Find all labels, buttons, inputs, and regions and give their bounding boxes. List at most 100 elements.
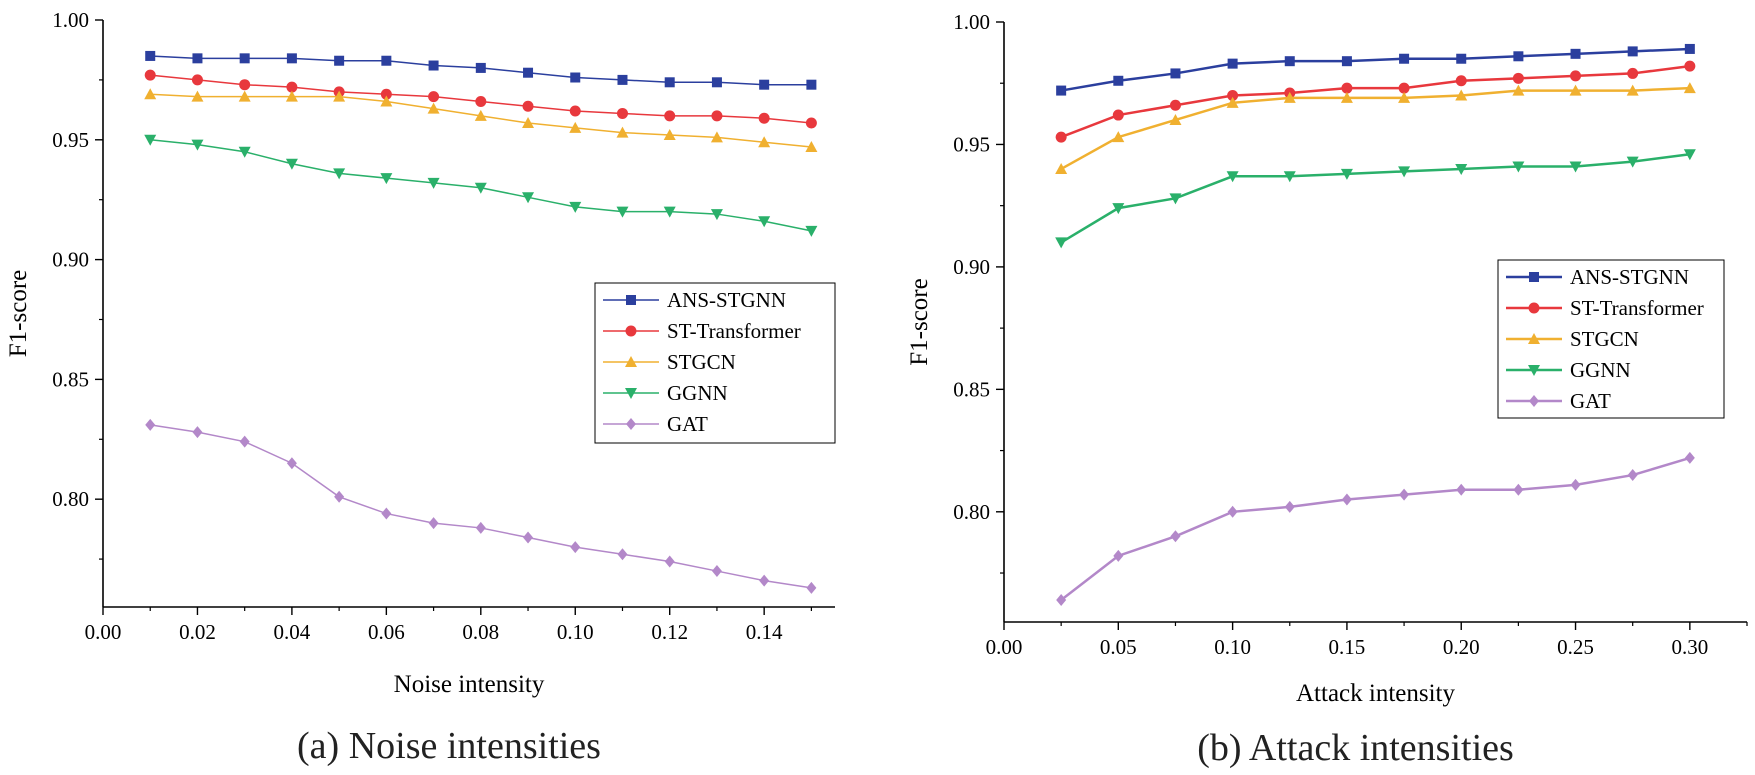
attack-legend: ANS-STGNN ST-Transformer STGCN GGNN GAT	[1497, 259, 1725, 419]
data-point-st-transformer	[616, 107, 628, 119]
data-point-ans-stgnn	[806, 79, 817, 90]
series-ans-stgnn	[145, 50, 817, 90]
data-point-stgcn	[758, 136, 771, 148]
data-point-st-transformer	[428, 91, 440, 103]
data-point-stgcn	[333, 90, 346, 102]
data-point-stgcn	[474, 109, 487, 121]
data-point-ggnn	[1226, 171, 1239, 183]
data-point-gat	[711, 565, 722, 578]
data-point-st-transformer	[1398, 82, 1410, 94]
data-point-ans-stgnn	[1341, 56, 1352, 67]
data-point-ggnn	[1169, 193, 1182, 205]
legend-label-stgcn: STGCN	[1570, 327, 1639, 351]
legend-marker-gat	[626, 418, 636, 430]
data-point-stgcn	[1569, 84, 1582, 96]
data-point-ggnn	[1398, 166, 1411, 178]
data-point-stgcn	[1455, 89, 1468, 101]
data-point-ans-stgnn	[523, 67, 534, 78]
attack-x-tick-label: 0.10	[1214, 635, 1251, 659]
series-gat	[1056, 451, 1695, 606]
data-point-st-transformer	[522, 100, 534, 112]
noise-y-tick-label: 0.95	[52, 128, 89, 152]
noise-caption: (a) Noise intensities	[297, 725, 601, 767]
data-point-gat	[381, 507, 392, 520]
data-point-stgcn	[1283, 91, 1296, 103]
legend-label-gat: GAT	[667, 412, 708, 436]
data-point-ggnn	[1569, 161, 1582, 173]
legend-marker-stgcn	[1528, 333, 1540, 344]
data-point-stgcn	[1626, 84, 1639, 96]
data-point-stgcn	[427, 102, 440, 114]
series-line-ggnn	[1060, 153, 1691, 244]
attack-x-tick-label: 0.30	[1671, 635, 1708, 659]
data-point-ggnn	[474, 182, 487, 194]
data-point-st-transformer	[805, 117, 817, 129]
data-point-gat	[523, 531, 534, 544]
data-point-st-transformer	[286, 81, 298, 93]
legend-label-st-transformer: ST-Transformer	[1570, 296, 1704, 320]
data-point-gat	[806, 581, 817, 594]
data-point-ans-stgnn	[334, 55, 345, 66]
data-point-stgcn	[380, 95, 393, 107]
data-point-ggnn	[1112, 203, 1125, 215]
attack-y-tick-label: 1.00	[953, 10, 990, 34]
data-point-gat	[475, 521, 486, 534]
data-point-ans-stgnn	[664, 77, 675, 88]
data-point-ans-stgnn	[1513, 51, 1524, 62]
noise-x-tick-label: 0.02	[179, 620, 216, 644]
series-ggnn	[144, 134, 818, 237]
data-point-st-transformer	[711, 110, 723, 122]
data-point-st-transformer	[569, 105, 581, 117]
data-point-stgcn	[1512, 84, 1525, 96]
attack-x-axis-title: Attack intensity	[1296, 680, 1455, 707]
data-point-ggnn	[1283, 171, 1296, 183]
noise-y-tick-label: 1.00	[52, 8, 89, 32]
data-point-ggnn	[285, 158, 298, 170]
data-point-ggnn	[758, 216, 771, 228]
data-point-st-transformer	[1227, 89, 1239, 101]
attack-y-tick-label: 0.95	[953, 132, 990, 156]
series-line-stgcn	[1060, 86, 1690, 171]
data-point-gat	[1627, 469, 1638, 482]
data-point-ggnn	[427, 177, 440, 189]
attack-x-tick-label: 0.20	[1443, 635, 1480, 659]
data-point-ggnn	[191, 139, 204, 151]
series-ans-stgnn	[1056, 43, 1695, 96]
legend-marker-gat	[1529, 395, 1539, 407]
legend-marker-st-transformer	[1528, 302, 1540, 314]
noise-x-tick-label: 0.14	[746, 620, 783, 644]
data-point-ans-stgnn	[1113, 75, 1124, 86]
series-gat	[145, 418, 817, 594]
legend-label-st-transformer: ST-Transformer	[667, 319, 801, 343]
data-point-st-transformer	[1055, 131, 1067, 143]
noise-legend: ANS-STGNN ST-Transformer STGCN GGNN GAT	[594, 282, 836, 444]
data-point-stgcn	[1112, 131, 1125, 143]
legend-label-ans-stgnn: ANS-STGNN	[667, 288, 786, 312]
series-line-ans-stgnn	[1060, 47, 1690, 92]
series-line-gat	[1060, 456, 1691, 601]
legend-marker-ans-stgnn	[1529, 272, 1539, 282]
data-point-st-transformer	[1627, 67, 1639, 79]
data-point-gat	[759, 574, 770, 587]
data-point-gat	[1684, 451, 1695, 464]
data-point-gat	[1456, 483, 1467, 496]
data-point-stgcn	[1226, 96, 1239, 108]
data-point-stgcn	[1683, 82, 1696, 94]
data-point-gat	[192, 426, 203, 439]
data-point-ggnn	[1455, 163, 1468, 175]
data-point-gat	[286, 457, 297, 470]
noise-x-tick-label: 0.06	[368, 620, 405, 644]
data-point-gat	[239, 435, 250, 448]
data-point-st-transformer	[144, 69, 156, 81]
data-point-ggnn	[1512, 161, 1525, 173]
data-point-ans-stgnn	[1284, 56, 1295, 67]
data-point-st-transformer	[1112, 109, 1124, 121]
chart-noise-intensities: 0.80 0.85 0.90 0.95 1.00 0.00 0.02 0.04 0.06 0.08…	[5, 8, 836, 767]
series-stgcn	[144, 88, 818, 152]
data-point-st-transformer	[1570, 70, 1582, 82]
data-point-ggnn	[1340, 168, 1353, 180]
legend-label-ans-stgnn: ANS-STGNN	[1570, 265, 1689, 289]
noise-y-tick-label: 0.85	[52, 367, 89, 391]
noise-x-tick-label: 0.04	[274, 620, 311, 644]
